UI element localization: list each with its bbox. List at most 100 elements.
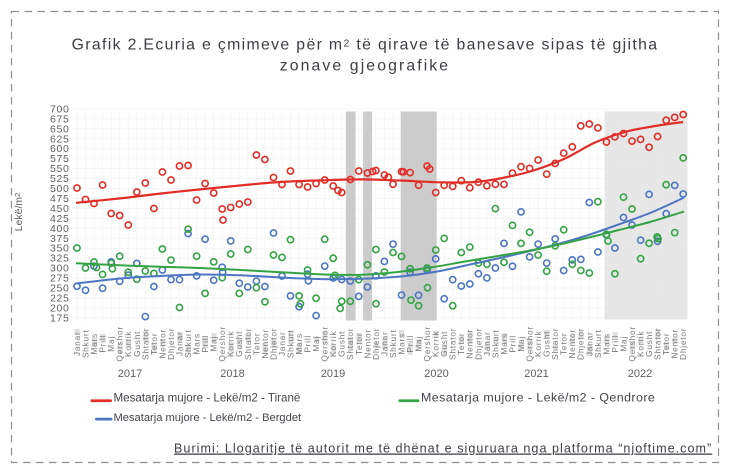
svg-text:300: 300 bbox=[50, 263, 69, 275]
svg-text:Gusht: Gusht bbox=[439, 331, 449, 357]
svg-text:Grafik 2.Ecuria e çmimeve për: Grafik 2.Ecuria e çmimeve për m2 të qira… bbox=[72, 37, 659, 54]
svg-text:Shkurt: Shkurt bbox=[286, 329, 296, 358]
svg-text:Gusht: Gusht bbox=[337, 331, 347, 357]
svg-text:Dhjetor: Dhjetor bbox=[268, 328, 278, 360]
svg-text:Mars: Mars bbox=[601, 333, 611, 355]
svg-text:Nentor: Nentor bbox=[670, 329, 680, 359]
svg-text:600: 600 bbox=[50, 143, 69, 155]
svg-text:Shkurt: Shkurt bbox=[490, 329, 500, 358]
svg-text:Shtator: Shtator bbox=[345, 328, 355, 360]
svg-text:Maj: Maj bbox=[618, 336, 628, 352]
svg-text:Mesatarja mujore - Lekë/m2 - Q: Mesatarja mujore - Lekë/m2 - Qendrore bbox=[421, 391, 655, 405]
svg-text:Korrik: Korrik bbox=[226, 331, 236, 357]
svg-text:Maj: Maj bbox=[209, 336, 219, 352]
svg-text:Janar: Janar bbox=[584, 331, 594, 356]
svg-text:zonave gjeografike: zonave gjeografike bbox=[280, 58, 450, 75]
svg-text:Mars: Mars bbox=[294, 333, 304, 355]
svg-text:Tetor: Tetor bbox=[251, 333, 261, 355]
svg-text:Nentor: Nentor bbox=[157, 329, 167, 359]
svg-text:Korrik: Korrik bbox=[123, 331, 133, 357]
svg-text:Prill: Prill bbox=[405, 335, 415, 353]
svg-text:500: 500 bbox=[50, 183, 69, 195]
svg-text:Shtator: Shtator bbox=[653, 328, 663, 360]
svg-text:2021: 2021 bbox=[524, 368, 548, 380]
svg-text:Janar: Janar bbox=[277, 331, 287, 356]
svg-text:Shkurt: Shkurt bbox=[593, 329, 603, 358]
svg-text:Dhjetor: Dhjetor bbox=[473, 328, 483, 360]
svg-text:225: 225 bbox=[50, 293, 69, 305]
svg-text:Mars: Mars bbox=[499, 333, 509, 355]
svg-text:575: 575 bbox=[50, 153, 69, 165]
svg-text:Mars: Mars bbox=[89, 333, 99, 355]
svg-text:400: 400 bbox=[50, 223, 69, 235]
svg-text:675: 675 bbox=[50, 113, 69, 125]
svg-text:250: 250 bbox=[50, 283, 69, 295]
svg-text:Korrik: Korrik bbox=[636, 331, 646, 357]
svg-text:Shkurt: Shkurt bbox=[183, 329, 193, 358]
svg-text:325: 325 bbox=[50, 253, 69, 265]
svg-text:Qershor: Qershor bbox=[525, 326, 535, 362]
svg-text:Mesatarja mujore - Lekë/m2 - T: Mesatarja mujore - Lekë/m2 - Tiranë bbox=[114, 392, 301, 405]
svg-text:Shkurt: Shkurt bbox=[81, 329, 91, 358]
svg-text:Maj: Maj bbox=[516, 336, 526, 352]
svg-text:Shtator: Shtator bbox=[448, 328, 458, 360]
svg-text:Burimi: Llogaritje të autorit: Burimi: Llogaritje të autorit me të dhën… bbox=[174, 442, 712, 456]
svg-text:Dhjetor: Dhjetor bbox=[576, 328, 586, 360]
svg-text:Qershor: Qershor bbox=[217, 326, 227, 362]
svg-text:Gusht: Gusht bbox=[234, 331, 244, 357]
svg-text:425: 425 bbox=[50, 213, 69, 225]
svg-text:Qershor: Qershor bbox=[627, 326, 637, 362]
svg-text:Gusht: Gusht bbox=[132, 331, 142, 357]
svg-text:2017: 2017 bbox=[118, 368, 142, 380]
svg-text:Korrik: Korrik bbox=[431, 331, 441, 357]
svg-text:Dhjetor: Dhjetor bbox=[678, 328, 688, 360]
svg-text:Dhjetor: Dhjetor bbox=[371, 328, 381, 360]
svg-text:Janar: Janar bbox=[72, 331, 82, 356]
svg-text:Nentor: Nentor bbox=[465, 329, 475, 359]
svg-text:Qershor: Qershor bbox=[320, 326, 330, 362]
svg-text:Nentor: Nentor bbox=[362, 329, 372, 359]
svg-text:Prill: Prill bbox=[507, 335, 517, 353]
svg-text:Lekë/m2: Lekë/m2 bbox=[13, 193, 25, 232]
svg-text:Prill: Prill bbox=[610, 335, 620, 353]
svg-text:175: 175 bbox=[50, 312, 69, 324]
svg-text:Maj: Maj bbox=[106, 336, 116, 352]
svg-text:200: 200 bbox=[50, 302, 69, 314]
svg-text:Qershor: Qershor bbox=[115, 326, 125, 362]
svg-text:Korrik: Korrik bbox=[533, 331, 543, 357]
svg-text:Nentor: Nentor bbox=[260, 329, 270, 359]
svg-text:Maj: Maj bbox=[311, 336, 321, 352]
svg-text:Qershor: Qershor bbox=[422, 326, 432, 362]
svg-text:Prill: Prill bbox=[303, 335, 313, 353]
svg-text:Korrik: Korrik bbox=[328, 331, 338, 357]
svg-text:475: 475 bbox=[50, 193, 69, 205]
svg-text:2018: 2018 bbox=[220, 368, 244, 380]
svg-text:550: 550 bbox=[50, 163, 69, 175]
svg-text:Tetor: Tetor bbox=[354, 333, 364, 355]
svg-text:2022: 2022 bbox=[628, 368, 652, 380]
svg-text:625: 625 bbox=[50, 133, 69, 145]
svg-text:Janar: Janar bbox=[175, 331, 185, 356]
svg-text:Prill: Prill bbox=[200, 335, 210, 353]
svg-text:Shtator: Shtator bbox=[140, 328, 150, 360]
svg-text:2020: 2020 bbox=[424, 368, 448, 380]
svg-text:Tetor: Tetor bbox=[149, 333, 159, 355]
svg-text:Mesatarja mujore - Lekë/m2 - B: Mesatarja mujore - Lekë/m2 - Bergdet bbox=[114, 412, 303, 424]
svg-text:Gusht: Gusht bbox=[644, 331, 654, 357]
svg-text:Gusht: Gusht bbox=[542, 331, 552, 357]
svg-text:Prill: Prill bbox=[98, 335, 108, 353]
svg-text:Mars: Mars bbox=[396, 333, 406, 355]
svg-text:Dhjetor: Dhjetor bbox=[166, 328, 176, 360]
svg-text:Shtator: Shtator bbox=[550, 328, 560, 360]
svg-text:Maj: Maj bbox=[414, 336, 424, 352]
svg-text:2019: 2019 bbox=[321, 368, 345, 380]
svg-text:Shtator: Shtator bbox=[243, 328, 253, 360]
svg-text:Janar: Janar bbox=[482, 331, 492, 356]
svg-text:375: 375 bbox=[50, 233, 69, 245]
svg-text:Shkurt: Shkurt bbox=[388, 329, 398, 358]
svg-text:700: 700 bbox=[50, 103, 69, 115]
svg-text:Tetor: Tetor bbox=[661, 333, 671, 355]
svg-text:Tetor: Tetor bbox=[559, 333, 569, 355]
svg-text:Janar: Janar bbox=[379, 331, 389, 356]
svg-text:275: 275 bbox=[50, 273, 69, 285]
